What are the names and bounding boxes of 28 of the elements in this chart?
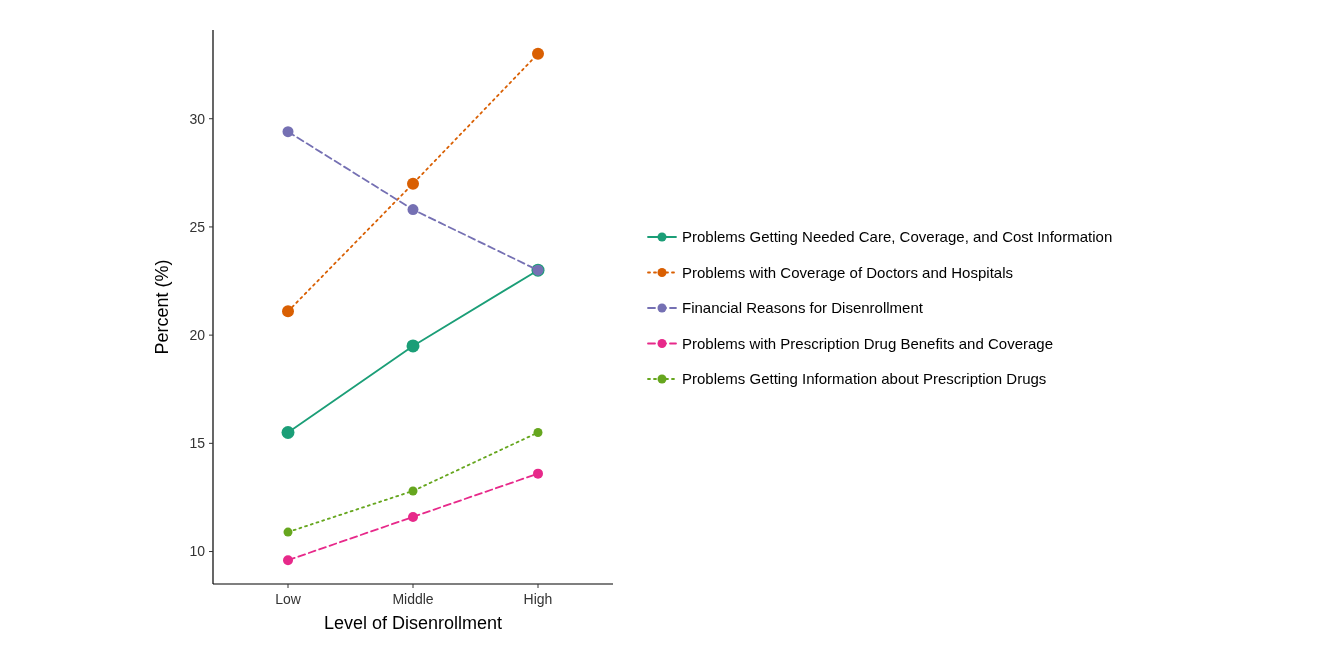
legend-label: Financial Reasons for Disenrollment [682, 299, 924, 317]
x-tick-label: High [523, 591, 553, 607]
point [282, 126, 294, 138]
point [407, 177, 419, 190]
point [282, 305, 294, 318]
point [533, 428, 543, 438]
point [532, 47, 544, 60]
point [283, 555, 293, 566]
y-tick-label: 10 [189, 543, 206, 560]
point [408, 486, 418, 496]
legend-label: Problems Getting Needed Care, Coverage, and Cost Information [682, 228, 1113, 246]
legend-label: Problems Getting Information about Prescription Drugs [682, 370, 1047, 388]
legend-label: Problems with Prescription Drug Benefits and Coverage [682, 334, 1054, 352]
y-tick-label: 30 [189, 110, 206, 127]
point [283, 527, 293, 537]
legend-label: Problems with Coverage of Doctors and Hospitals [682, 263, 1013, 281]
point [407, 204, 419, 216]
point [533, 468, 543, 479]
y-axis-title: Percent (%) [152, 259, 172, 355]
x-tick-label: Middle [392, 591, 434, 607]
y-tick-label: 15 [189, 435, 206, 452]
point [408, 511, 418, 522]
x-tick-label: Low [275, 591, 302, 607]
point [281, 426, 295, 440]
y-tick-label: 25 [189, 218, 206, 235]
x-axis-title: Level of Disenrollment [323, 613, 503, 633]
point [406, 339, 420, 353]
y-tick-label: 20 [189, 327, 206, 344]
